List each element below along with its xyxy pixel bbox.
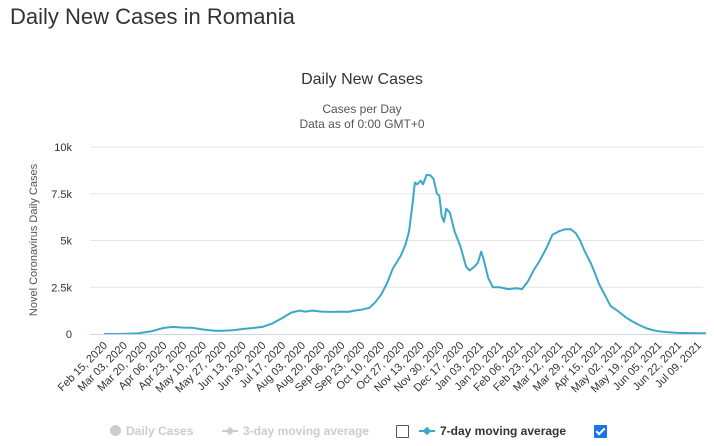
chart-subtitle: Cases per Day bbox=[322, 102, 401, 116]
y-tick-labels: 0 2.5k 5k 7.5k 10k bbox=[51, 142, 72, 341]
line-marker-icon bbox=[222, 426, 238, 436]
line-marker-icon bbox=[419, 426, 435, 436]
y-tick-label: 2.5k bbox=[51, 282, 72, 294]
legend-item-7-day-moving-average[interactable]: 7-day moving average bbox=[419, 422, 566, 442]
y-tick-label: 7.5k bbox=[51, 189, 72, 201]
grid-lines bbox=[90, 146, 703, 288]
legend-item-daily-cases[interactable]: Daily Cases bbox=[110, 422, 193, 442]
y-tick-label: 0 bbox=[66, 329, 72, 341]
y-tick-label: 10k bbox=[54, 142, 72, 154]
page-title: Daily New Cases in Romania bbox=[10, 4, 295, 29]
checkbox-3-day-moving-average[interactable] bbox=[396, 425, 409, 438]
circle-marker-icon bbox=[110, 425, 121, 437]
legend: Daily Cases 3-day moving average 7-day m… bbox=[0, 422, 714, 442]
line-chart: Daily New Cases Cases per Day Data as of… bbox=[28, 71, 707, 396]
legend-item-3-day-moving-average[interactable]: 3-day moving average bbox=[222, 422, 369, 442]
legend-label-3-day: 3-day moving average bbox=[243, 424, 370, 438]
checkbox-7-day-moving-average[interactable] bbox=[594, 425, 607, 438]
y-axis-label: Novel Coronavirus Daily Cases bbox=[28, 163, 40, 316]
chart-title: Daily New Cases bbox=[301, 71, 423, 88]
legend-label-7-day: 7-day moving average bbox=[440, 424, 567, 438]
series-line-7-day-moving-average bbox=[103, 174, 707, 335]
chart-subtitle-date: Data as of 0:00 GMT+0 bbox=[299, 117, 424, 131]
y-tick-label: 5k bbox=[60, 236, 72, 248]
legend-label-daily-cases: Daily Cases bbox=[126, 424, 194, 438]
